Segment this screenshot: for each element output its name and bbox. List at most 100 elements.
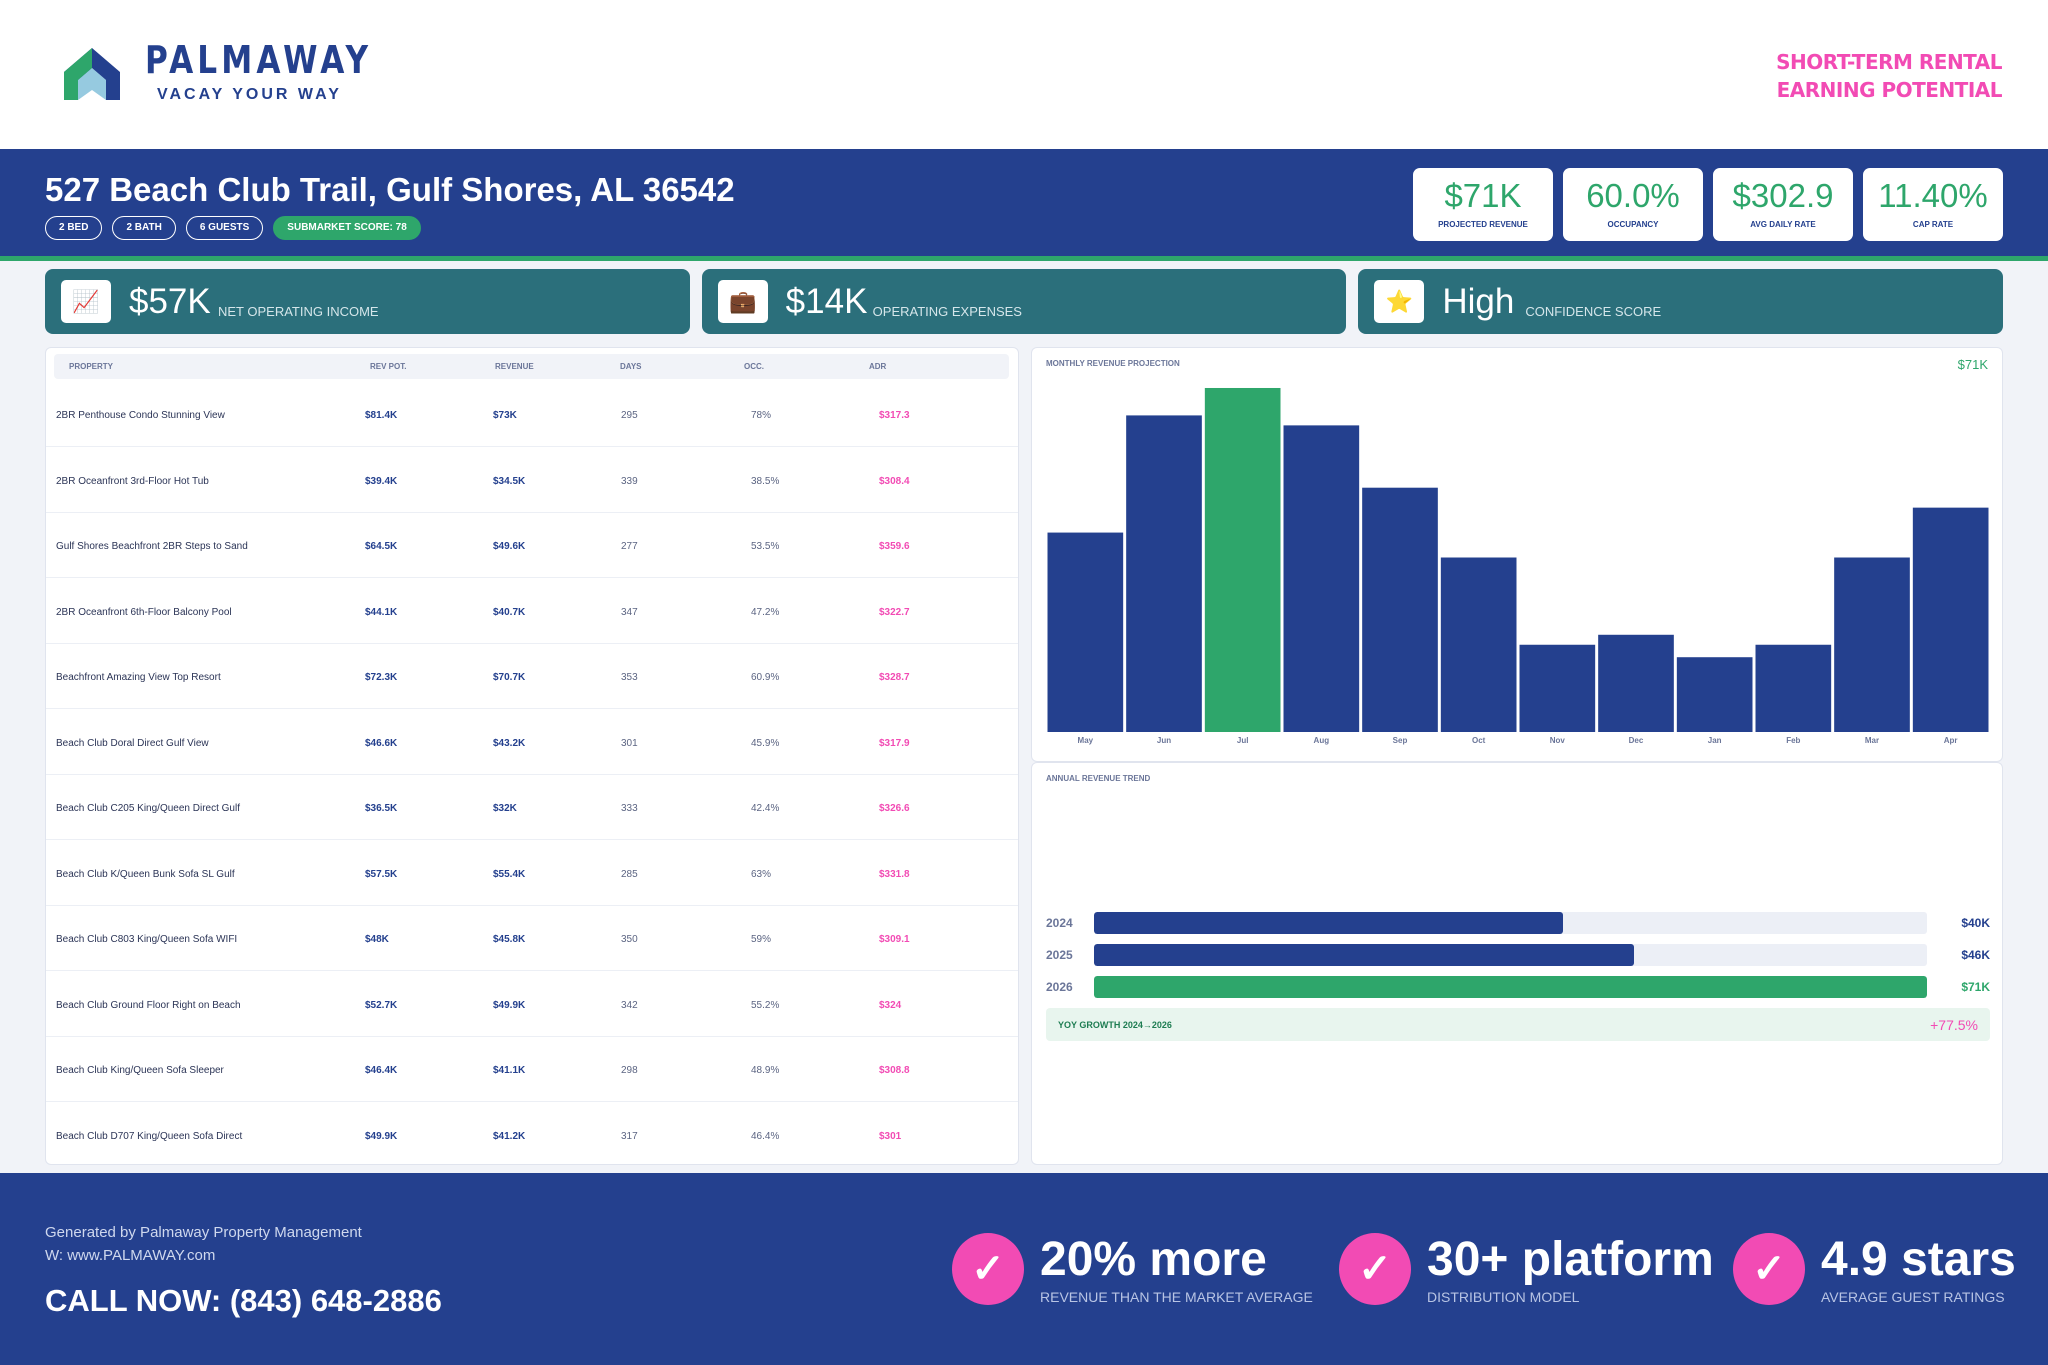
brand-tagline: VACAY YOUR WAY xyxy=(157,86,342,103)
cell-occ: 47.2% xyxy=(751,606,780,618)
bar-apr xyxy=(1912,507,1989,732)
cell-property: Beach Club C205 King/Queen Direct Gulf xyxy=(56,803,240,814)
bar-dec xyxy=(1598,634,1674,732)
property-band: 527 Beach Club Trail, Gulf Shores, AL 36… xyxy=(0,149,2048,261)
cell-days: 277 xyxy=(621,541,638,552)
x-tick-label: Aug xyxy=(1314,736,1330,745)
generated-by: Generated by Palmaway Property Managemen… xyxy=(45,1224,362,1241)
star-icon: ⭐ xyxy=(1374,280,1425,323)
table-row: Beach Club Doral Direct Gulf View $46.6K $… xyxy=(46,709,1018,775)
table-row: 2BR Oceanfront 3rd-Floor Hot Tub $39.4K $3… xyxy=(46,447,1018,513)
table-row: Beach Club King/Queen Sofa Sleeper $46.4K… xyxy=(46,1036,1018,1102)
cell-revenue: $40.7K xyxy=(493,606,526,618)
metric-label: NET OPERATING INCOME xyxy=(218,304,379,319)
briefcase-icon: 💼 xyxy=(717,280,768,323)
bar-mar xyxy=(1834,557,1910,732)
cell-revenue: $45.8K xyxy=(493,934,526,945)
table-row: Beach Club C205 King/Queen Direct Gulf $3… xyxy=(46,774,1018,840)
cell-revenue: $34.5K xyxy=(493,475,526,487)
footer-credits: Generated by Palmaway Property Managemen… xyxy=(45,1221,362,1267)
cell-days: 317 xyxy=(621,1130,638,1142)
trend-bar-track xyxy=(1094,912,1927,934)
trend-bar-track xyxy=(1094,944,1927,966)
metric-operating-expenses: 💼 $14K OPERATING EXPENSES xyxy=(701,269,1347,334)
cell-adr: $301 xyxy=(879,1130,902,1142)
x-tick-label: Jun xyxy=(1157,736,1171,745)
feature-caption: AVERAGE GUEST RATINGS xyxy=(1821,1289,2005,1305)
cell-days: 301 xyxy=(621,737,638,749)
cell-rev-pot: $64.5K xyxy=(365,541,398,552)
trend-value: $40K xyxy=(1961,916,1990,930)
call-now-cta[interactable]: CALL NOW: (843) 648-2886 xyxy=(45,1283,442,1318)
cell-adr: $324 xyxy=(879,999,902,1011)
footer: Generated by Palmaway Property Managemen… xyxy=(0,1173,2048,1365)
cell-property: Beach Club C803 King/Queen Sofa WIFI xyxy=(56,934,238,945)
feature-caption: DISTRIBUTION MODEL xyxy=(1427,1289,1580,1305)
cell-property: Gulf Shores Beachfront 2BR Steps to Sand xyxy=(56,541,248,552)
yoy-value: +77.5% xyxy=(1930,1017,1978,1033)
cell-revenue: $41.2K xyxy=(493,1130,526,1142)
bar-may xyxy=(1047,532,1124,732)
table-header: PROPERTY REV POT. REVENUE DAYS OCC. ADR xyxy=(54,354,1009,379)
table-row: Beach Club K/Queen Bunk Sofa SL Gulf $57.… xyxy=(46,840,1018,906)
bar-nov xyxy=(1519,644,1596,732)
cell-revenue: $41.1K xyxy=(493,1065,526,1076)
bar-aug xyxy=(1283,425,1360,732)
report-title-line1: SHORT-TERM RENTAL xyxy=(1776,50,2002,74)
metric-net-operating-income: 📈 $57K NET OPERATING INCOME xyxy=(45,269,690,334)
cell-days: 353 xyxy=(621,672,638,683)
cell-occ: 42.4% xyxy=(751,803,780,814)
cell-occ: 45.9% xyxy=(751,737,780,749)
cell-adr: $322.7 xyxy=(879,606,910,618)
kpi-occupancy: 60.0% OCCUPANCY xyxy=(1563,168,1703,241)
trend-value: $71K xyxy=(1961,980,1990,994)
cell-occ: 78% xyxy=(751,410,772,421)
cell-days: 347 xyxy=(621,606,638,618)
chart-increasing-icon: 📈 xyxy=(61,280,111,323)
cell-days: 333 xyxy=(621,803,638,814)
cell-revenue: $43.2K xyxy=(493,737,526,749)
cell-property: Beach Club King/Queen Sofa Sleeper xyxy=(56,1065,224,1076)
metric-label: CONFIDENCE SCORE xyxy=(1525,304,1662,319)
x-tick-label: Mar xyxy=(1865,736,1879,745)
x-tick-label: Oct xyxy=(1472,736,1486,745)
metric-value: High xyxy=(1442,282,1515,321)
kpi-value: $71K xyxy=(1444,177,1522,214)
yoy-label: YOY GROWTH 2024→2026 xyxy=(1058,1020,1172,1030)
x-tick-label: Jan xyxy=(1708,736,1722,745)
property-tags: 2 BED 2 BATH 6 GUESTS SUBMARKET SCORE: 7… xyxy=(45,216,421,240)
col-days: DAYS xyxy=(620,362,642,371)
table-row: 2BR Oceanfront 6th-Floor Balcony Pool $44… xyxy=(46,578,1018,644)
kpi-label: PROJECTED REVENUE xyxy=(1438,220,1528,229)
feature-caption: REVENUE THAN THE MARKET AVERAGE xyxy=(1040,1289,1313,1305)
cell-property: Beach Club Ground Floor Right on Beach xyxy=(56,999,241,1011)
cell-rev-pot: $49.9K xyxy=(365,1130,398,1142)
website-link[interactable]: W: www.PALMAWAY.com xyxy=(45,1247,216,1264)
cell-rev-pot: $57.5K xyxy=(365,868,398,880)
kpi-cards: $71K PROJECTED REVENUE 60.0% OCCUPANCY $… xyxy=(1413,168,2003,241)
kpi-label: CAP RATE xyxy=(1912,220,1954,229)
tag-bath: 2 BATH xyxy=(112,216,176,240)
cell-property: Beachfront Amazing View Top Resort xyxy=(56,672,221,683)
cell-rev-pot: $44.1K xyxy=(365,606,398,618)
cell-revenue: $55.4K xyxy=(493,868,526,880)
cell-days: 285 xyxy=(621,868,638,880)
kpi-cap-rate: 11.40% CAP RATE xyxy=(1863,168,2003,241)
cell-adr: $328.7 xyxy=(879,672,910,683)
cell-revenue: $70.7K xyxy=(493,672,526,683)
cell-revenue: $49.6K xyxy=(493,541,526,552)
col-adr: ADR xyxy=(869,362,887,371)
check-icon: ✓ xyxy=(952,1233,1024,1305)
col-revenue: REVENUE xyxy=(495,362,534,371)
bar-jun xyxy=(1126,415,1202,732)
x-tick-label: Sep xyxy=(1393,736,1408,745)
metric-confidence-score: ⭐ High CONFIDENCE SCORE xyxy=(1358,269,2004,334)
cell-property: 2BR Oceanfront 3rd-Floor Hot Tub xyxy=(56,475,209,487)
table-row: Beach Club D707 King/Queen Sofa Direct $4… xyxy=(46,1102,1018,1168)
trend-value: $46K xyxy=(1961,948,1990,962)
cell-days: 350 xyxy=(621,934,638,945)
cell-revenue: $49.9K xyxy=(493,999,526,1011)
bar-sep xyxy=(1362,487,1438,732)
cell-adr: $331.8 xyxy=(879,868,910,880)
check-icon: ✓ xyxy=(1733,1233,1805,1305)
